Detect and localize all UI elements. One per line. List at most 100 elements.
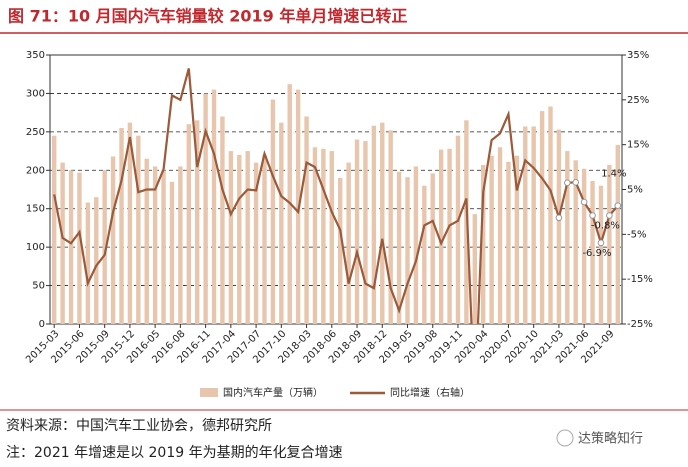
bar [438, 149, 444, 324]
line-marker [606, 212, 613, 219]
bar [581, 168, 587, 324]
bar [472, 214, 477, 324]
bar [110, 156, 116, 324]
bar [455, 135, 461, 324]
bar [195, 120, 200, 324]
bar [363, 141, 368, 324]
y-tick-label: 300 [26, 88, 45, 99]
line-marker [580, 198, 588, 206]
bar [152, 166, 158, 324]
y2-tick-label: 25% [627, 95, 649, 106]
bar [237, 154, 242, 324]
line-marker [555, 214, 563, 222]
plot-frame [49, 54, 623, 325]
y2-tick-label: 5% [627, 185, 643, 196]
bar [270, 99, 276, 324]
data-label: -6.9% [582, 248, 611, 259]
line-marker [589, 212, 596, 219]
source: 资料来源：中国汽车工业协会，德邦研究所 [6, 417, 272, 434]
bar [186, 124, 191, 324]
bar [396, 171, 402, 324]
bar [245, 151, 250, 324]
y-tick-label: 150 [26, 204, 45, 215]
bar [329, 151, 334, 324]
bar [413, 166, 419, 324]
bar [102, 170, 107, 324]
bar [497, 147, 503, 324]
data-label: 1.4% [601, 169, 626, 180]
legend-label: 同比增速（右轴） [390, 386, 470, 399]
note: 注：2021 年增速是以 2019 年为基期的年化复合增速 [6, 444, 343, 461]
bar [211, 89, 217, 324]
bar [447, 148, 452, 324]
bar [598, 185, 604, 324]
bar [127, 122, 133, 324]
y-tick-label: 0 [39, 319, 45, 330]
bar [136, 135, 141, 324]
bar [262, 154, 267, 324]
bar [312, 147, 318, 324]
bar [253, 162, 259, 324]
bar [548, 106, 553, 324]
bar [354, 139, 360, 324]
line-marker [614, 202, 622, 209]
bar [539, 111, 545, 324]
bar [388, 130, 393, 324]
y-tick-label: 250 [26, 127, 45, 138]
bar [321, 148, 326, 324]
line-marker [572, 179, 580, 186]
bar [590, 181, 595, 324]
bar [119, 128, 124, 324]
y-tick-label: 200 [26, 165, 45, 176]
line [53, 68, 619, 324]
bar [94, 197, 99, 324]
bar [422, 185, 427, 324]
bar [531, 126, 536, 324]
bar [178, 166, 183, 324]
watermark: 达策略知行 [578, 431, 643, 447]
y-tick-label: 50 [32, 281, 45, 292]
line-marker [597, 239, 605, 247]
bar [228, 151, 234, 324]
bar [60, 162, 65, 324]
bar [144, 158, 149, 324]
bar [489, 155, 494, 324]
y2-tick-label: -15% [627, 274, 653, 285]
bar [279, 122, 284, 324]
y2-tick-label: -25% [627, 319, 653, 330]
bar [85, 202, 91, 324]
bar [565, 151, 570, 324]
bar [77, 172, 82, 324]
bar [161, 170, 166, 324]
bar [203, 93, 208, 324]
y2-tick-label: 35% [627, 50, 649, 61]
y-tick-label: 100 [26, 242, 45, 253]
bar [68, 170, 74, 324]
y2-tick-label: -5% [627, 229, 646, 240]
bar [346, 162, 351, 324]
chart-title: 图 71：10 月国内汽车销量较 2019 年单月增速已转正 [8, 7, 407, 26]
bar [169, 181, 175, 324]
plot-area [52, 68, 622, 324]
bar [430, 173, 435, 324]
bar [338, 177, 343, 324]
y-tick-label: 350 [26, 50, 45, 61]
bar [506, 161, 511, 324]
y2-tick-label: 15% [627, 140, 649, 151]
bar [371, 125, 377, 324]
bar [615, 144, 620, 324]
bar [220, 116, 225, 324]
bar [514, 155, 520, 324]
bar [573, 160, 578, 324]
bar [380, 122, 385, 324]
bar [304, 116, 309, 324]
bar [607, 164, 612, 324]
legend-label: 国内汽车产量（万辆） [223, 386, 323, 399]
bar [481, 164, 486, 324]
bar [523, 126, 528, 324]
watermark-icon [556, 429, 574, 447]
bar [556, 129, 562, 324]
line-marker [564, 179, 571, 187]
